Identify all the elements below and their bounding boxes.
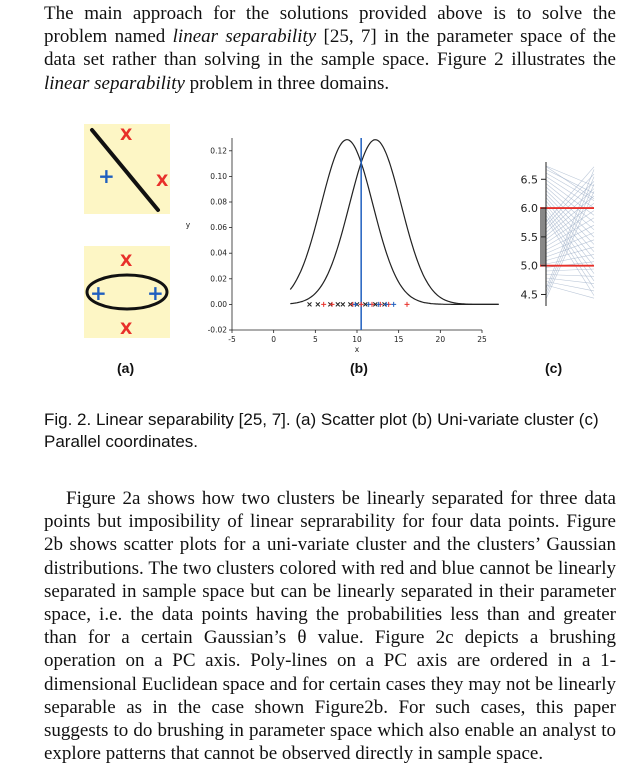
polyline — [545, 166, 595, 199]
gaussian-curve — [290, 139, 499, 305]
scatter-point — [329, 301, 335, 307]
scatter-point — [383, 301, 389, 307]
y-tick-label: 0.02 — [210, 274, 227, 283]
chart-axes: -0.02 0.00 0.02 0.04 0.06 0.08 0.10 0.12 -5 0 5 10 1… — [186, 138, 487, 354]
polyline — [545, 188, 595, 233]
red-x-marker: X — [120, 319, 133, 338]
x-tick-label: 5 — [313, 335, 318, 344]
polyline — [545, 173, 595, 226]
intro-paragraph: The main approach for the solutions prov… — [44, 2, 616, 95]
scatter-point — [376, 301, 382, 307]
polyline — [545, 232, 595, 254]
polyline — [545, 191, 595, 300]
y-tick-label: 0.12 — [210, 146, 227, 155]
blue-plus-marker: + — [147, 281, 164, 305]
panel-c-parallel-coordinates: 4.5 5.0 5.5 6.0 6.5 — [521, 162, 595, 306]
scatter-point — [340, 302, 346, 307]
polyline — [545, 169, 595, 289]
pc-tick-label: 4.5 — [521, 288, 539, 301]
scatter-point — [362, 302, 368, 307]
y-tick-label: 0.04 — [210, 249, 227, 258]
scatter-point — [347, 302, 353, 307]
y-tick-label: 0.00 — [210, 300, 227, 309]
scatter-point — [358, 301, 364, 307]
scatter-point — [366, 301, 372, 307]
pc-tick-label: 5.5 — [521, 231, 539, 244]
polyline — [545, 210, 595, 244]
y-tick-label: 0.06 — [210, 223, 227, 232]
polyline — [545, 217, 595, 247]
x-tick-label: 25 — [477, 335, 487, 344]
polyline — [545, 246, 595, 261]
polyline — [545, 268, 595, 272]
polyline — [545, 166, 595, 223]
red-x-marker: X — [120, 251, 133, 270]
figure-caption: Fig. 2. Linear separability [25, 7]. (a)… — [44, 410, 599, 451]
pc-tick-label: 6.0 — [521, 202, 539, 215]
scatter-point — [352, 301, 358, 307]
polyline — [545, 277, 595, 284]
panel-b-label: (b) — [350, 360, 368, 376]
pc-axis: 4.5 5.0 5.5 6.0 6.5 — [521, 162, 547, 306]
x-tick-label: 20 — [436, 335, 446, 344]
panel-c-label: (c) — [545, 360, 563, 376]
intro-text-2: [25, 7] in the parameter space of the da… — [44, 26, 616, 71]
scatter-point — [391, 301, 397, 307]
polylines — [540, 165, 595, 300]
body-paragraph: Figure 2a shows how two clusters be line… — [44, 487, 616, 765]
x-tick-label: 0 — [271, 335, 276, 344]
y-tick-label: 0.10 — [210, 172, 227, 181]
red-x-marker: X — [120, 125, 133, 144]
enclosing-ellipse — [85, 273, 169, 311]
polyline — [545, 254, 595, 265]
body-paragraph-text: Figure 2a shows how two clusters be line… — [44, 488, 616, 765]
polyline — [545, 183, 595, 296]
x-tick-label: 15 — [394, 335, 404, 344]
polyline — [545, 239, 595, 258]
scatter-point — [307, 302, 312, 307]
panel-a-label: (a) — [117, 360, 135, 376]
y-tick-label: 0.08 — [210, 198, 227, 207]
polyline — [545, 274, 595, 277]
blue-plus-marker: + — [90, 281, 107, 305]
polyline — [545, 176, 595, 293]
intro-emphasis-1: linear separability — [172, 26, 317, 48]
polyline — [545, 281, 595, 292]
scatter-point — [315, 302, 321, 307]
blue-plus-marker: + — [98, 164, 115, 188]
intro-text-3: problem in three domains. — [184, 72, 390, 94]
scatter-points — [307, 301, 410, 307]
gaussian-curve — [289, 139, 499, 305]
x-tick-label: -5 — [228, 335, 236, 344]
polyline — [545, 284, 595, 299]
y-tick-label: -0.02 — [208, 326, 228, 335]
scatter-point — [321, 301, 327, 307]
x-tick-label: 10 — [352, 335, 362, 344]
scatter-point — [372, 302, 378, 307]
pc-tick-label: 6.5 — [521, 173, 539, 186]
panel-b-chart: -0.02 0.00 0.02 0.04 0.06 0.08 0.10 0.12 -5 0 5 10 1… — [186, 138, 499, 354]
figure-2: X X + X X + + (a) -0.02 0.00 0.02 0.04 0.06 0… — [0, 104, 636, 386]
pc-tick-label: 5.0 — [521, 260, 539, 273]
panel-a-bottom-box — [84, 246, 170, 338]
scatter-point — [404, 301, 410, 307]
separating-line — [90, 128, 160, 212]
panel-a-illustration: X X + X X + + — [84, 124, 170, 338]
x-axis-label: x — [355, 345, 360, 354]
scatter-point — [335, 302, 341, 307]
intro-emphasis-2: linear separability — [44, 72, 185, 94]
y-axis-label: y — [186, 221, 191, 230]
polyline — [545, 165, 595, 187]
intro-text-1: The main approach for the solutions prov… — [44, 3, 616, 48]
red-x-marker: X — [156, 171, 169, 190]
polyline — [545, 197, 595, 252]
gaussian-curves — [289, 138, 499, 330]
polyline — [545, 224, 595, 251]
